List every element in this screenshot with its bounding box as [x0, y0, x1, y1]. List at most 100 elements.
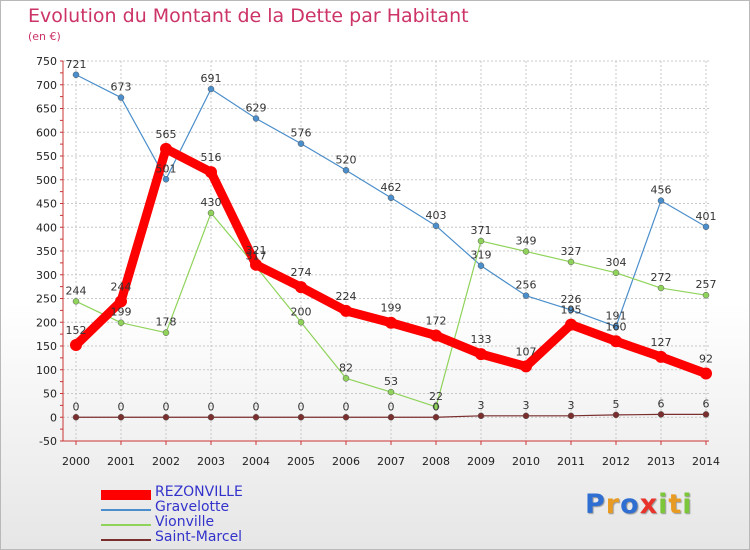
data-label-gravelotte: 319 — [471, 249, 492, 262]
chart-subtitle: (en €) — [28, 30, 61, 43]
data-point-vionville — [297, 319, 305, 326]
data-point-vionville — [657, 284, 665, 292]
data-label-vionville: 53 — [384, 375, 398, 388]
data-point-gravelotte — [522, 292, 530, 299]
y-tick-label: 450 — [36, 198, 57, 211]
data-label-rezonville: 321 — [246, 244, 267, 257]
data-label-rezonville: 565 — [156, 128, 177, 141]
data-label-saint-marcel: 3 — [523, 399, 530, 412]
data-label-gravelotte: 403 — [426, 209, 447, 222]
y-tick-label: 500 — [36, 174, 57, 187]
data-label-gravelotte: 401 — [696, 210, 717, 223]
legend: REZONVILLE Gravelotte Vionville Saint-Marce… — [101, 484, 351, 547]
legend-label: Vionville — [155, 514, 215, 530]
data-label-rezonville: 127 — [651, 336, 672, 349]
data-point-rezonville — [520, 360, 532, 373]
data-point-saint-marcel — [297, 414, 305, 421]
data-label-gravelotte: 629 — [246, 101, 267, 114]
data-point-rezonville — [430, 329, 442, 342]
y-tick-label: 350 — [36, 245, 57, 258]
data-label-rezonville: 172 — [426, 315, 447, 328]
logo-letter: o — [620, 489, 640, 520]
y-tick-label: 300 — [36, 269, 57, 282]
legend-label: Gravelotte — [155, 499, 230, 515]
data-point-rezonville — [475, 348, 487, 361]
x-tick-label: 2002 — [152, 455, 180, 468]
data-point-rezonville — [610, 335, 622, 348]
data-point-rezonville — [295, 281, 307, 294]
data-label-gravelotte: 576 — [291, 127, 312, 140]
data-label-gravelotte: 501 — [156, 162, 177, 175]
data-point-saint-marcel — [477, 412, 485, 420]
data-label-vionville: 304 — [606, 256, 627, 269]
data-point-gravelotte — [657, 197, 665, 204]
x-tick-label: 2001 — [107, 455, 135, 468]
data-point-saint-marcel — [387, 414, 395, 421]
data-label-vionville: 244 — [66, 284, 87, 297]
data-label-rezonville: 224 — [336, 290, 357, 303]
data-point-saint-marcel — [207, 414, 215, 421]
logo-letter: r — [605, 489, 621, 520]
legend-swatch — [101, 539, 151, 541]
y-tick-label: 400 — [36, 221, 57, 234]
data-label-gravelotte: 721 — [66, 58, 87, 71]
data-point-vionville — [567, 258, 575, 266]
data-label-saint-marcel: 0 — [118, 400, 125, 413]
y-tick-label: 50 — [43, 388, 57, 401]
data-label-saint-marcel: 0 — [388, 400, 395, 413]
x-tick-label: 2009 — [467, 455, 495, 468]
x-tick-label: 2007 — [377, 455, 405, 468]
data-label-saint-marcel: 6 — [658, 397, 665, 410]
logo-letter: i — [682, 489, 693, 520]
logo-letter: x — [639, 489, 659, 520]
data-point-saint-marcel — [72, 414, 80, 421]
data-point-saint-marcel — [522, 412, 530, 420]
data-point-rezonville — [205, 166, 217, 179]
data-point-saint-marcel — [252, 414, 260, 421]
data-point-gravelotte — [297, 140, 305, 147]
data-label-saint-marcel: 0 — [343, 400, 350, 413]
y-tick-label: 600 — [36, 126, 57, 139]
y-tick-label: 100 — [36, 364, 57, 377]
data-point-gravelotte — [387, 194, 395, 202]
y-tick-label: 700 — [36, 79, 57, 92]
data-label-gravelotte: 226 — [561, 293, 582, 306]
data-label-saint-marcel: 0 — [163, 400, 170, 413]
data-point-saint-marcel — [162, 414, 170, 421]
legend-swatch — [101, 509, 151, 511]
data-labels: 1522445655163212742241991721331071951601… — [66, 58, 717, 413]
data-point-rezonville — [115, 295, 127, 308]
data-label-vionville: 82 — [339, 361, 353, 374]
data-point-gravelotte — [252, 115, 260, 122]
data-label-gravelotte: 673 — [111, 81, 132, 94]
data-label-saint-marcel: 5 — [613, 398, 620, 411]
data-label-vionville: 257 — [696, 278, 717, 291]
data-label-vionville: 349 — [516, 234, 537, 247]
y-tick-label: 150 — [36, 340, 57, 353]
data-label-gravelotte: 691 — [201, 72, 222, 85]
legend-item: REZONVILLE — [101, 484, 351, 502]
data-label-vionville: 327 — [561, 245, 582, 258]
x-tick-label: 2008 — [422, 455, 450, 468]
x-tick-label: 2000 — [62, 455, 90, 468]
legend-swatch — [101, 490, 151, 500]
data-label-saint-marcel: 6 — [703, 397, 710, 410]
logo-letter: P — [585, 489, 606, 520]
x-tick-label: 2003 — [197, 455, 225, 468]
legend-item: Vionville — [101, 514, 351, 532]
data-label-rezonville: 516 — [201, 151, 222, 164]
data-point-rezonville — [340, 304, 352, 317]
legend-swatch — [101, 524, 151, 526]
data-point-vionville — [522, 248, 530, 255]
data-point-gravelotte — [612, 323, 620, 330]
data-point-rezonville — [565, 318, 577, 331]
data-label-vionville: 22 — [429, 390, 443, 403]
data-label-rezonville: 107 — [516, 345, 537, 358]
y-tick-label: 0 — [50, 411, 57, 424]
data-label-saint-marcel: 0 — [208, 400, 215, 413]
x-tick-label: 2013 — [647, 455, 675, 468]
data-point-gravelotte — [477, 262, 485, 269]
data-point-saint-marcel — [342, 414, 350, 421]
